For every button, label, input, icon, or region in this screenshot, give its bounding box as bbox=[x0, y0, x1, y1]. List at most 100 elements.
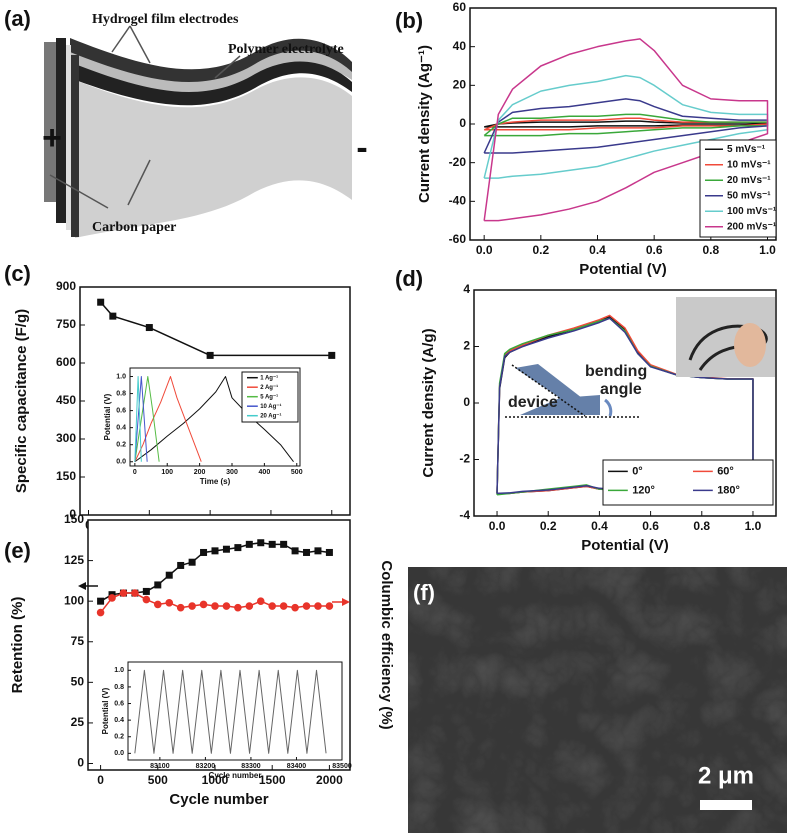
y-tick-label: 300 bbox=[56, 431, 76, 445]
callout bbox=[111, 25, 131, 53]
legend-box bbox=[699, 139, 777, 238]
series-line bbox=[134, 376, 294, 463]
legend-label: 1 Ag⁻¹ bbox=[260, 374, 278, 381]
y-tick-label: 1.0 bbox=[116, 373, 126, 380]
dotted-line bbox=[511, 364, 586, 417]
y-tick-label: 150 bbox=[56, 469, 76, 483]
marker bbox=[245, 602, 254, 610]
marker bbox=[145, 324, 153, 332]
marker bbox=[314, 547, 322, 555]
diagram-a: (a) Hydrogel film electrodes Polymer ele… bbox=[4, 6, 368, 239]
y-tick-label: 600 bbox=[56, 355, 76, 369]
marker bbox=[165, 598, 174, 607]
panel-label: (c) bbox=[4, 261, 31, 286]
marker bbox=[222, 545, 230, 553]
legend-label: 2 Ag⁻¹ bbox=[260, 384, 278, 391]
y-tick-label: 0 bbox=[77, 756, 84, 770]
legend-label: 5 Ag⁻¹ bbox=[260, 393, 278, 400]
plus-sign: + bbox=[42, 119, 62, 157]
y-tick-label: 0.0 bbox=[116, 459, 126, 466]
legend-label: 5 mVs⁻¹ bbox=[727, 144, 766, 155]
y-tick-label: 20 bbox=[453, 78, 467, 92]
x-tick-label: 100 bbox=[161, 469, 173, 476]
y-tick-label: 0.0 bbox=[114, 750, 124, 757]
carbon-edge bbox=[44, 42, 56, 202]
x-tick-label: 200 bbox=[194, 469, 206, 476]
x-tick-label: 1.0 bbox=[745, 519, 762, 533]
callout-lines bbox=[49, 25, 241, 209]
marker bbox=[234, 603, 242, 612]
x-tick-label: 0.0 bbox=[489, 519, 506, 533]
marker bbox=[131, 589, 139, 597]
marker bbox=[97, 298, 105, 306]
y-tick-label: 0.6 bbox=[116, 407, 126, 414]
x-tick-label: 0.6 bbox=[642, 519, 659, 533]
marker bbox=[211, 602, 219, 610]
marker bbox=[154, 581, 162, 589]
y-tick-label: 750 bbox=[56, 317, 76, 331]
marker bbox=[302, 602, 311, 610]
y-tick-label: 0 bbox=[459, 116, 466, 130]
panel-label: (b) bbox=[395, 8, 423, 33]
label: Carbon paper bbox=[92, 220, 176, 235]
annotation: angle bbox=[600, 381, 642, 398]
legend-label: 60° bbox=[717, 465, 734, 477]
marker bbox=[177, 561, 185, 569]
marker bbox=[234, 544, 242, 552]
y-axis-label: Specific capacitance (F/g) bbox=[13, 309, 30, 493]
y-tick-label: 1.0 bbox=[114, 667, 124, 674]
marker bbox=[153, 600, 162, 609]
marker bbox=[119, 589, 128, 597]
label: Hydrogel film electrodes bbox=[92, 12, 239, 27]
y-axis-label: Current density (A/g) bbox=[420, 328, 437, 477]
x-tick-label: 83500 bbox=[332, 763, 352, 770]
photo-finger bbox=[734, 323, 766, 367]
marker bbox=[188, 602, 196, 610]
y-tick-label: 150 bbox=[64, 512, 84, 526]
panel-label: (a) bbox=[4, 6, 31, 31]
series-line bbox=[483, 38, 769, 222]
y-tick-label: 0.6 bbox=[114, 700, 124, 707]
y-tick-label: 2 bbox=[463, 339, 470, 353]
chart: 0.0 0.2 0.4 0.6 0.8 1.0 -4 -2 0 2 4 Potential (V) Cu… bbox=[395, 266, 777, 554]
hydrogel-layer bbox=[70, 61, 352, 106]
x-axis-label: Potential (V) bbox=[579, 261, 667, 278]
x-tick-label: 1000 bbox=[202, 773, 229, 787]
marker bbox=[199, 600, 208, 609]
marker bbox=[268, 540, 276, 548]
x-tick-label: 0.0 bbox=[476, 243, 493, 257]
hydrogel-edge bbox=[71, 55, 79, 237]
y-tick-label: 0.4 bbox=[114, 717, 124, 724]
chart: 83100 83200 83300 83400 83500 0.0 0.2 0.4 0.6 0.8… bbox=[101, 661, 352, 780]
callout bbox=[127, 159, 151, 206]
electrolyte-layer bbox=[70, 50, 352, 97]
marker bbox=[268, 602, 277, 610]
marker bbox=[279, 602, 288, 610]
y-tick-label: 4 bbox=[463, 282, 470, 296]
y-tick-label: 0.2 bbox=[114, 734, 124, 741]
y-tick-label: -4 bbox=[459, 508, 470, 522]
device-sketch bbox=[515, 364, 600, 415]
panel-label: (f) bbox=[413, 580, 435, 605]
series-line bbox=[134, 376, 160, 462]
annotation: bending bbox=[585, 363, 647, 380]
x-tick-label: 500 bbox=[148, 773, 168, 787]
marker bbox=[245, 540, 253, 548]
series-line bbox=[134, 376, 202, 462]
y-tick-label: 0 bbox=[69, 507, 76, 521]
x-tick-label: 0.4 bbox=[589, 243, 606, 257]
x-tick-label: 83300 bbox=[241, 763, 261, 770]
y-tick-label: -40 bbox=[449, 194, 467, 208]
y-tick-label: 0.2 bbox=[116, 442, 126, 449]
marker bbox=[206, 351, 214, 359]
legend-label: 20 Ag⁻¹ bbox=[260, 412, 281, 419]
y-tick-label: -2 bbox=[459, 452, 470, 466]
x-tick-label: 83100 bbox=[150, 763, 170, 770]
angle-arrow bbox=[604, 398, 613, 417]
marker bbox=[257, 539, 265, 547]
x-axis-label: Potential (V) bbox=[581, 537, 669, 554]
callout bbox=[214, 55, 241, 79]
marker bbox=[200, 548, 208, 556]
x-tick-label: 1500 bbox=[259, 773, 286, 787]
